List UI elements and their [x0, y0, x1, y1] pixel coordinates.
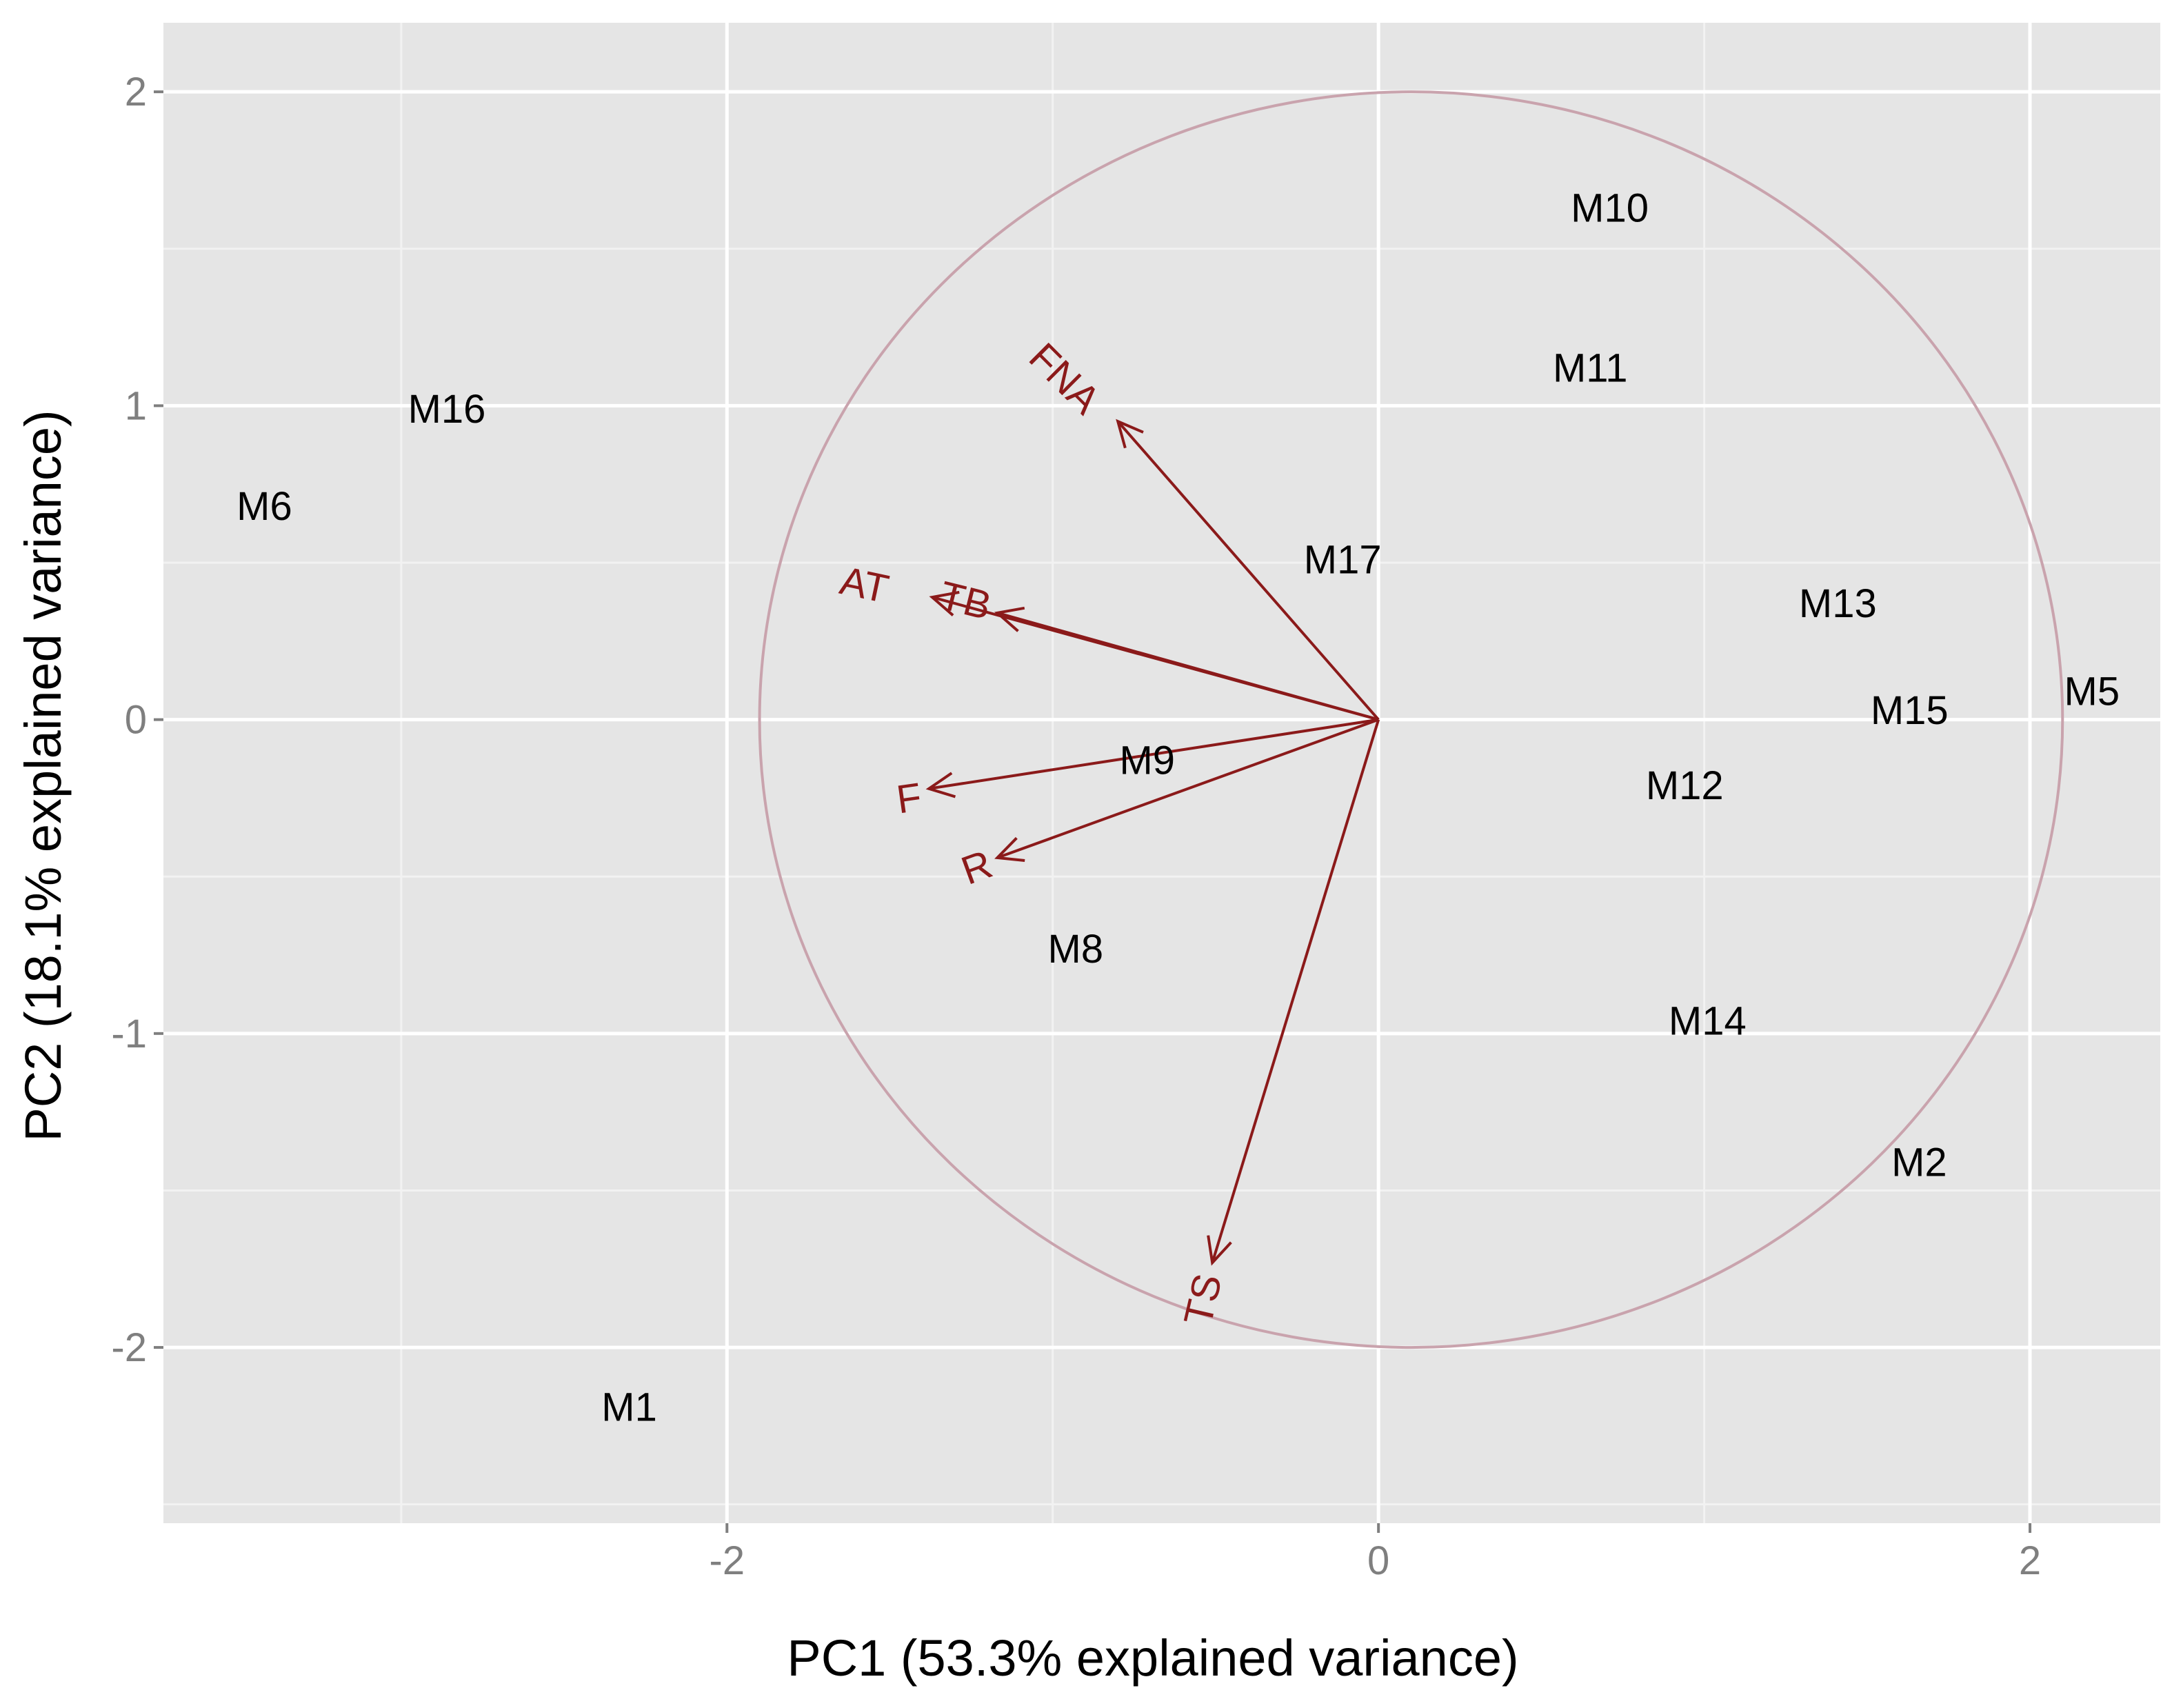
y-tick-label: -2 [111, 1325, 147, 1370]
point-label-m6: M6 [237, 484, 292, 529]
point-label-m15: M15 [1871, 688, 1949, 733]
point-label-m5: M5 [2064, 670, 2120, 714]
y-tick-label: 0 [125, 698, 147, 743]
loading-arrow-tb [996, 611, 1379, 721]
arrowhead-f [925, 772, 956, 798]
y-tick-label: 2 [125, 70, 147, 114]
loading-label-at: AT [836, 558, 893, 612]
loading-arrow-r [996, 718, 1379, 859]
axis-ticks: -2 0 2 -2 -1 0 1 2 [111, 70, 2041, 1583]
y-axis-title: PC2 (18.1% explained variance) [14, 410, 72, 1141]
x-tick-label: 0 [1367, 1538, 1389, 1583]
point-label-m10: M10 [1571, 185, 1649, 230]
arrowhead-tb [994, 606, 1025, 632]
y-tick-label: 1 [125, 383, 147, 428]
arrowhead-r [994, 836, 1025, 862]
point-label-m11: M11 [1553, 346, 1628, 391]
x-tick-label: 2 [2019, 1538, 2041, 1583]
arrowhead-ts [1207, 1235, 1232, 1266]
x-axis-title: PC1 (53.3% explained variance) [787, 1629, 1518, 1687]
arrowhead-at [929, 590, 960, 616]
x-tick-label: -2 [710, 1538, 745, 1583]
point-label-m2: M2 [1891, 1140, 1947, 1185]
point-label-m12: M12 [1646, 763, 1724, 808]
point-label-m17: M17 [1304, 537, 1382, 582]
correlation-circle [758, 90, 2064, 1349]
point-label-m1: M1 [601, 1385, 657, 1429]
loading-arrow-f [928, 718, 1379, 790]
point-label-m14: M14 [1669, 999, 1747, 1044]
point-label-m9: M9 [1119, 739, 1175, 783]
arrowhead-fna [1116, 419, 1144, 449]
point-label-m13: M13 [1799, 581, 1877, 626]
point-label-m16: M16 [408, 387, 486, 432]
correlation-circle-layer [758, 90, 2064, 1349]
plot-panel [163, 23, 2160, 1523]
loading-label-ts: TS [1176, 1269, 1231, 1329]
loading-arrow-fna [1116, 420, 1380, 721]
minor-grid [163, 23, 2160, 1523]
observation-labels: M1 M2 M5 M6 M8 M9 M10 M11 M12 M13 M14 M15 M16 M17 [237, 185, 2120, 1429]
point-label-m8: M8 [1048, 927, 1104, 972]
major-grid [163, 23, 2160, 1523]
y-tick-label: -1 [111, 1012, 147, 1056]
loading-arrow-ts [1211, 719, 1380, 1263]
